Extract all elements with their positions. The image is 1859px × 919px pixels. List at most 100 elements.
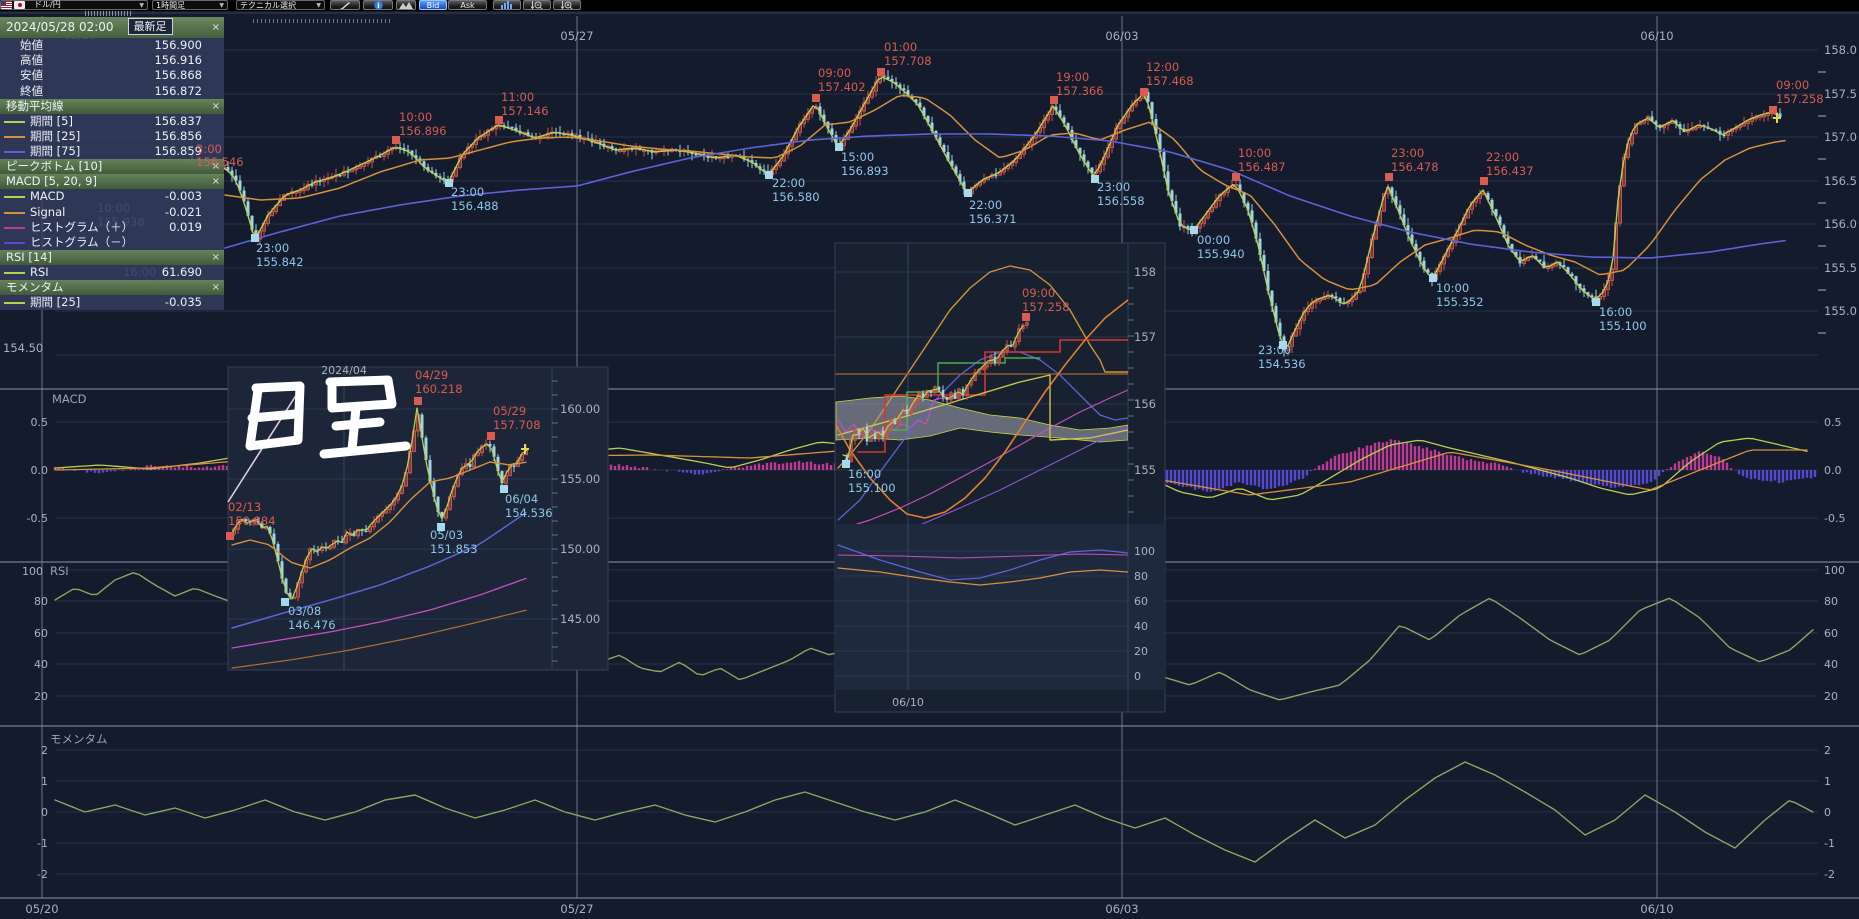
candle-body-up	[1762, 114, 1766, 118]
symbol-select[interactable]: ▼	[0, 0, 148, 10]
peak-bottom-time: 23:00	[451, 185, 484, 199]
candle-body-down	[937, 386, 941, 391]
candle-body-down	[1502, 225, 1506, 238]
macd-histogram-positive	[61, 468, 65, 470]
macd-histogram-positive	[777, 463, 781, 470]
macd-histogram-positive	[173, 467, 177, 470]
macd-histogram-positive	[213, 466, 217, 470]
jp-flag-icon	[14, 1, 25, 9]
peak-bottom-price: 155.842	[256, 255, 304, 269]
bottom-marker	[964, 189, 972, 197]
candle-body-down	[1722, 134, 1726, 137]
timeframe-select[interactable]: 1時間足 ▼	[152, 0, 228, 10]
close-icon[interactable]: ×	[211, 252, 220, 264]
macd-axis-label: 0.5	[1824, 416, 1842, 429]
macd-histogram-positive	[773, 462, 777, 470]
ask-button[interactable]: Ask	[448, 0, 487, 10]
macd-histogram-positive	[1697, 451, 1701, 470]
macd-histogram-negative	[1805, 470, 1809, 478]
candle-body-down	[1258, 238, 1262, 256]
ichimoku-indicator-line	[920, 427, 1128, 524]
candle-body-down	[246, 201, 250, 216]
chevron-down-icon: ▼	[219, 2, 224, 9]
candle-body-up	[472, 454, 476, 468]
indicator-row: RSI 61.690	[0, 265, 224, 280]
candle-body-up	[1550, 265, 1554, 269]
panel-drag-grip[interactable]	[85, 11, 131, 16]
candle-body-down	[280, 561, 284, 579]
price-axis-label: 156.0	[1824, 217, 1857, 231]
candle-body-down	[1146, 92, 1150, 103]
macd-histogram-positive	[1381, 442, 1385, 470]
candle-body-down	[894, 81, 898, 85]
bar-chart-button[interactable]	[493, 0, 521, 10]
macd-histogram-negative	[1589, 470, 1593, 485]
candle-body-down	[512, 465, 516, 467]
zoom-in-button[interactable]	[553, 0, 581, 10]
macd-histogram-positive	[653, 469, 657, 470]
candle-body-down	[1674, 120, 1678, 125]
peak-bottom-price: 154.536	[1258, 357, 1306, 371]
mountain-chart-button[interactable]	[396, 0, 416, 10]
close-icon[interactable]: ×	[211, 161, 220, 173]
candle-body-down	[834, 135, 838, 144]
macd-histogram-negative	[105, 470, 109, 473]
candle-body-down	[865, 427, 869, 442]
daily-ma75	[231, 511, 527, 629]
latest-candle-badge[interactable]: 最新足	[127, 18, 173, 35]
candle-body-down	[1338, 298, 1342, 303]
svg-text:i: i	[377, 2, 379, 10]
macd-histogram-negative	[1745, 470, 1749, 478]
price-axis-label: 156.5	[1824, 174, 1857, 188]
ichimoku-osc-axis-label: 20	[1134, 645, 1148, 658]
macd-histogram-negative	[97, 470, 101, 474]
close-icon[interactable]: ×	[211, 282, 220, 294]
macd-histogram-positive	[1709, 454, 1713, 470]
draw-pencil-button[interactable]	[330, 0, 360, 10]
candle-body-up	[348, 532, 352, 536]
candle-body-up	[957, 388, 961, 400]
macd-histogram-positive	[177, 465, 181, 470]
indicator-label: 期間 [75]	[30, 144, 81, 159]
macd-histogram-positive	[1401, 443, 1405, 470]
candle-body-down	[929, 390, 933, 393]
info-button[interactable]: i	[363, 0, 393, 10]
bottom-marker	[281, 598, 289, 606]
candle-body-down	[526, 132, 530, 136]
peak-bottom-price: 155.940	[1197, 247, 1245, 261]
macd-histogram-negative	[1201, 470, 1205, 491]
dock-drag-grip[interactable]	[253, 19, 391, 23]
ichimoku-indicator-line	[886, 357, 1041, 431]
candle-body-down	[1178, 213, 1182, 227]
bid-button[interactable]: Bid	[419, 0, 447, 10]
candle-body-down	[422, 161, 426, 168]
close-icon[interactable]: ×	[211, 100, 220, 112]
macd-histogram-positive	[1389, 439, 1393, 470]
chevron-down-icon: ▼	[139, 2, 144, 9]
candle-body-down	[902, 88, 906, 91]
technical-select[interactable]: テクニカル選択 ▼	[236, 0, 325, 10]
peak-bottom-time: 05/29	[493, 404, 526, 418]
candle-body-down	[1422, 260, 1426, 270]
macd-histogram-negative	[1761, 470, 1765, 481]
macd-histogram-negative	[1773, 470, 1777, 481]
candle-body-down	[496, 456, 500, 472]
close-icon[interactable]: ×	[211, 22, 220, 33]
candle-body-down	[1250, 210, 1254, 223]
close-icon[interactable]: ×	[211, 176, 220, 188]
macd-histogram-positive	[1713, 456, 1717, 470]
peak-bottom-price: 155.352	[1436, 295, 1484, 309]
rsi-axis-label: 60	[34, 627, 48, 640]
candle-body-down	[822, 114, 826, 122]
ichimoku-indicator-line	[855, 389, 1128, 524]
candle-body-up	[354, 167, 358, 171]
candle-body-down	[906, 90, 910, 97]
momentum-pane	[54, 761, 1814, 863]
zoom-out-button[interactable]	[523, 0, 551, 10]
ma25-line	[224, 94, 1786, 291]
